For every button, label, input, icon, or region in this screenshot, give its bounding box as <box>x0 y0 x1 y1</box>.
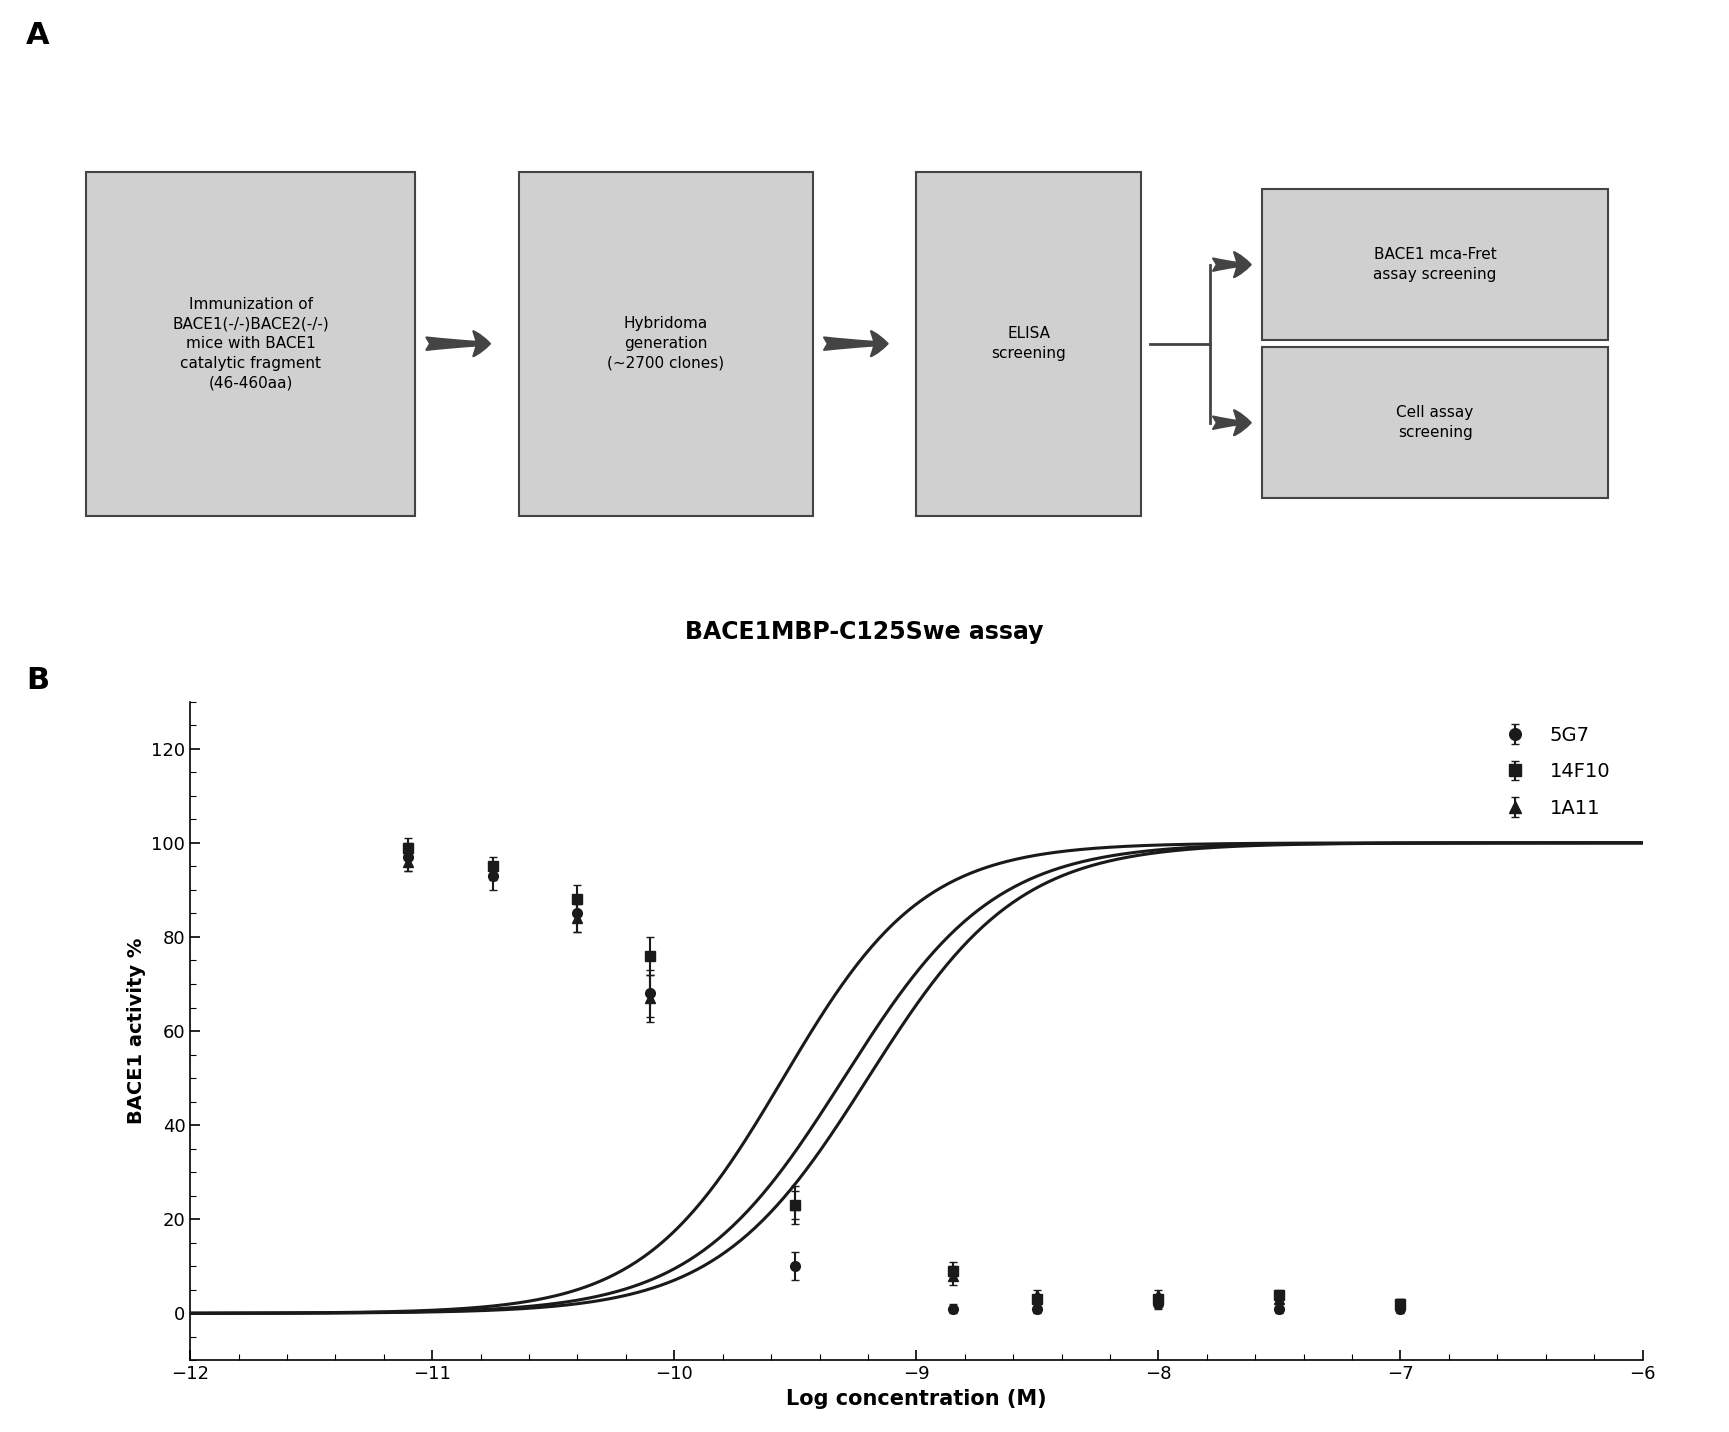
FancyBboxPatch shape <box>519 172 813 516</box>
Legend: 5G7, 14F10, 1A11: 5G7, 14F10, 1A11 <box>1487 717 1618 825</box>
Text: BACE1 mca-Fret
assay screening: BACE1 mca-Fret assay screening <box>1373 248 1497 282</box>
FancyBboxPatch shape <box>86 172 415 516</box>
Text: BACE1MBP-C125Swe assay: BACE1MBP-C125Swe assay <box>685 620 1044 644</box>
Y-axis label: BACE1 activity %: BACE1 activity % <box>126 938 145 1124</box>
Text: Cell assay
screening: Cell assay screening <box>1397 405 1473 440</box>
Text: ELISA
screening: ELISA screening <box>991 326 1067 361</box>
FancyBboxPatch shape <box>916 172 1141 516</box>
FancyBboxPatch shape <box>1262 189 1608 341</box>
Text: A: A <box>26 20 50 50</box>
FancyBboxPatch shape <box>1262 347 1608 498</box>
Text: B: B <box>26 666 48 695</box>
Text: Hybridoma
generation
(~2700 clones): Hybridoma generation (~2700 clones) <box>607 316 724 371</box>
Text: Immunization of
BACE1(-/-)BACE2(-/-)
mice with BACE1
catalytic fragment
(46-460a: Immunization of BACE1(-/-)BACE2(-/-) mic… <box>173 296 329 391</box>
X-axis label: Log concentration (M): Log concentration (M) <box>787 1389 1046 1409</box>
